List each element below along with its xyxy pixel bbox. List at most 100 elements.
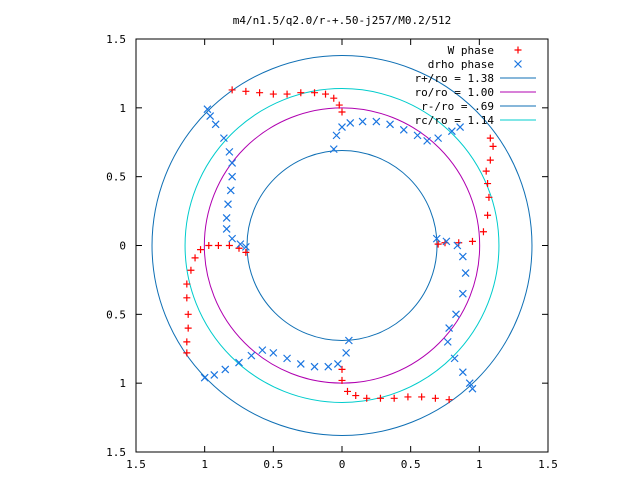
point-0-38 (183, 294, 191, 302)
point-1-24 (434, 134, 443, 143)
point-1-44 (310, 362, 319, 371)
y-tick-label-6: 1.5 (106, 446, 126, 459)
point-1-53 (200, 373, 209, 382)
point-0-28 (376, 394, 384, 402)
point-1-28 (442, 237, 451, 246)
point-1-2 (211, 120, 220, 129)
point-1-29 (453, 241, 462, 250)
point-0-17 (484, 211, 492, 219)
series-0 (183, 86, 497, 404)
point-0-20 (455, 239, 463, 247)
y-tick-label-3: 0 (119, 240, 126, 253)
point-0-32 (338, 376, 346, 384)
point-0-16 (485, 193, 493, 201)
point-0-7 (322, 90, 330, 98)
point-0-34 (183, 349, 191, 357)
point-0-30 (352, 392, 360, 400)
circle-3 (184, 88, 500, 403)
x-tick-label-3: 0 (339, 458, 346, 471)
point-0-43 (205, 242, 213, 249)
point-1-16 (338, 123, 346, 132)
point-1-3 (219, 134, 228, 143)
legend-key-0 (514, 46, 522, 54)
point-0-1 (242, 87, 250, 95)
point-0-36 (184, 324, 192, 332)
point-1-49 (247, 351, 256, 360)
point-1-34 (445, 324, 454, 333)
point-1-6 (228, 172, 237, 181)
point-1-18 (358, 117, 367, 126)
point-1-51 (221, 365, 230, 374)
point-0-31 (343, 387, 351, 395)
point-0-42 (197, 246, 205, 254)
point-1-37 (458, 368, 467, 377)
point-1-21 (399, 125, 408, 134)
point-1-32 (458, 289, 467, 298)
point-1-40 (344, 336, 353, 345)
point-1-27 (432, 234, 441, 243)
point-0-33 (338, 365, 346, 373)
point-1-46 (283, 354, 291, 363)
point-1-39 (468, 384, 477, 393)
point-1-11 (228, 234, 237, 243)
point-0-10 (338, 108, 346, 116)
point-1-22 (413, 131, 422, 140)
x-tick-label-0: 1.5 (126, 458, 146, 471)
point-0-25 (418, 393, 426, 401)
x-tick-label-4: 0.5 (401, 458, 421, 471)
legend-key-1 (514, 60, 522, 68)
point-0-9 (335, 101, 343, 109)
y-tick-label-4: 0.5 (106, 308, 126, 321)
point-1-47 (269, 348, 278, 357)
point-0-44 (214, 242, 222, 249)
point-0-13 (486, 156, 494, 164)
point-1-20 (386, 120, 394, 129)
legend-label-4: r-/ro = .69 (421, 100, 494, 113)
point-0-4 (283, 90, 291, 98)
point-1-35 (443, 337, 452, 346)
point-1-48 (258, 346, 267, 355)
point-1-14 (329, 145, 338, 154)
point-0-45 (225, 242, 233, 249)
point-0-27 (390, 394, 398, 402)
point-1-12 (236, 240, 245, 249)
point-1-9 (222, 214, 231, 222)
point-0-5 (297, 89, 305, 97)
point-1-45 (296, 359, 305, 368)
y-tick-label-5: 1 (119, 377, 126, 390)
circle-2 (246, 150, 438, 341)
point-0-14 (482, 167, 490, 175)
point-0-0 (228, 86, 236, 94)
point-1-25 (447, 127, 456, 136)
point-1-4 (225, 147, 234, 156)
point-1-10 (222, 225, 231, 233)
point-1-33 (452, 310, 460, 319)
point-0-11 (486, 134, 494, 142)
point-0-22 (434, 240, 442, 248)
y-tick-label-1: 1 (119, 102, 126, 115)
circle-0 (151, 55, 533, 436)
point-0-6 (311, 89, 319, 97)
point-0-19 (468, 237, 476, 245)
point-0-3 (269, 90, 277, 98)
x-tick-label-6: 1.5 (538, 458, 558, 471)
point-1-52 (210, 370, 219, 379)
point-1-1 (206, 112, 215, 121)
point-0-23 (445, 396, 453, 404)
series-1 (200, 105, 477, 393)
x-tick-label-1: 1 (201, 458, 208, 471)
y-tick-label-0: 1.5 (106, 33, 126, 46)
point-1-19 (372, 117, 381, 126)
point-0-41 (191, 254, 199, 262)
axis-ticks: 1.5 1 0.5 0 0.5 1 1.51.510.500.511.5 (106, 33, 558, 471)
x-tick-label-5: 1 (476, 458, 483, 471)
point-1-31 (461, 269, 470, 277)
point-1-41 (342, 348, 351, 357)
point-1-26 (456, 123, 465, 132)
point-0-47 (242, 248, 250, 256)
legend-label-0: W phase (448, 44, 494, 57)
point-0-26 (404, 393, 412, 401)
point-1-5 (228, 158, 237, 167)
